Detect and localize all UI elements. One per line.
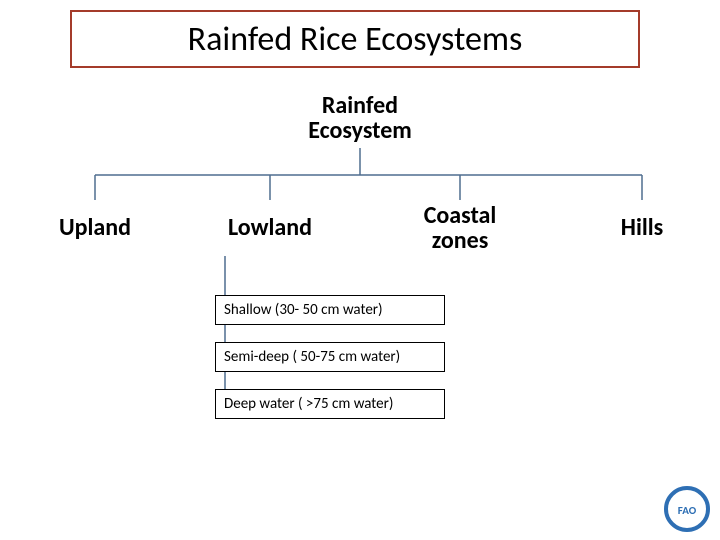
lowland-sub-shallow-label: Shallow (30- 50 cm water): [224, 301, 383, 319]
fao-logo-icon: FAO: [664, 486, 710, 532]
child-hills-label: Hills: [621, 215, 663, 240]
child-coastal-line2: zones: [432, 228, 489, 253]
page-title: Rainfed Rice Ecosystems: [188, 19, 523, 60]
title-box: Rainfed Rice Ecosystems: [70, 10, 640, 68]
lowland-sub-shallow: Shallow (30- 50 cm water): [215, 295, 445, 325]
lowland-sub-semideep: Semi-deep ( 50-75 cm water): [215, 342, 445, 372]
lowland-sub-deepwater-label: Deep water ( >75 cm water): [224, 395, 393, 413]
child-lowland-label: Lowland: [228, 215, 312, 240]
child-coastal-line1: Coastal: [424, 203, 497, 228]
child-upland-label: Upland: [59, 215, 131, 240]
connector-lines: [0, 0, 720, 540]
root-line1: Rainfed: [322, 93, 398, 118]
child-coastal: Coastal zones: [380, 200, 540, 256]
root-line2: Ecosystem: [308, 118, 412, 143]
child-hills: Hills: [582, 200, 702, 256]
lowland-sub-semideep-label: Semi-deep ( 50-75 cm water): [224, 348, 400, 366]
child-lowland: Lowland: [200, 200, 340, 256]
lowland-sub-deepwater: Deep water ( >75 cm water): [215, 389, 445, 419]
root-node: Rainfed Ecosystem: [280, 88, 440, 148]
svg-text:FAO: FAO: [678, 504, 697, 517]
child-upland: Upland: [25, 200, 165, 256]
